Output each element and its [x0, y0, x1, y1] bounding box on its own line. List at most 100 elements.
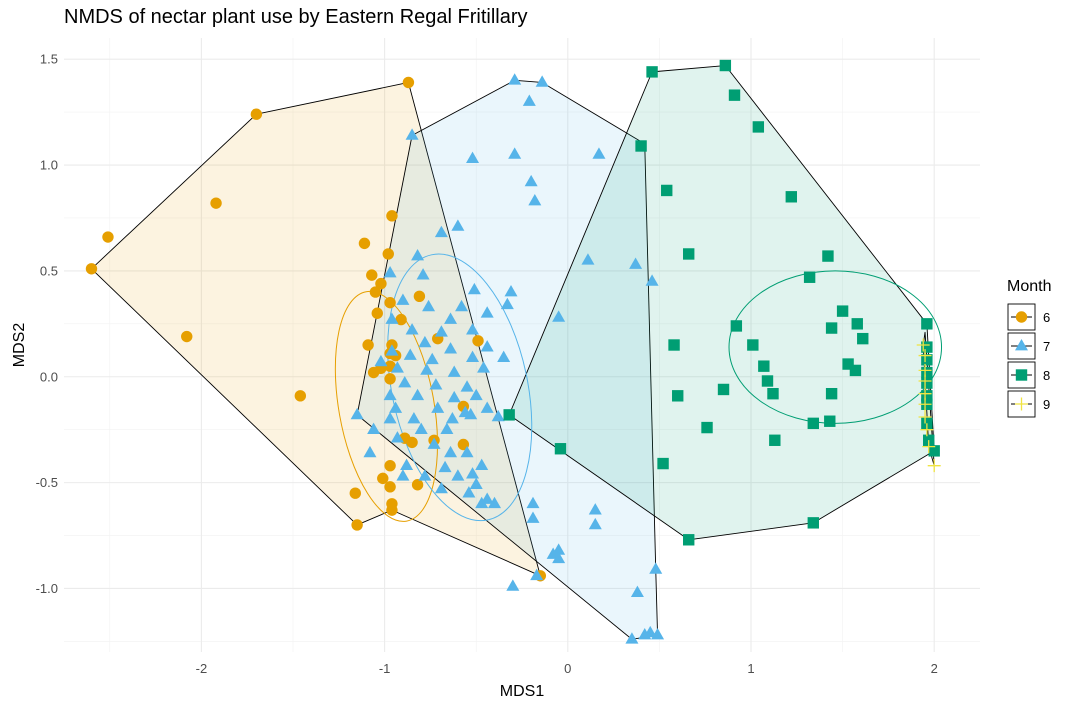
- point-month-7: [460, 380, 474, 392]
- point-month-7: [552, 310, 566, 322]
- x-tick-label: -1: [379, 661, 391, 676]
- point-month-7: [444, 342, 458, 354]
- point-month-6: [358, 237, 371, 250]
- point-month-6: [371, 307, 383, 319]
- point-month-7: [500, 297, 514, 310]
- point-month-7: [469, 477, 483, 490]
- x-tick-label: 0: [564, 661, 571, 676]
- point-month-7: [374, 354, 388, 367]
- point-month-9: [920, 423, 934, 437]
- point-month-8: [661, 184, 673, 197]
- point-month-6: [411, 479, 424, 491]
- point-month-7: [460, 445, 474, 458]
- point-month-7: [444, 312, 458, 324]
- point-month-6: [210, 197, 222, 209]
- point-month-7: [411, 388, 425, 401]
- point-month-7: [407, 412, 421, 424]
- series-month-9: [916, 338, 941, 473]
- point-month-8: [717, 383, 730, 396]
- x-tick-label: -2: [196, 661, 208, 676]
- chart-title: NMDS of nectar plant use by Eastern Rega…: [64, 6, 528, 28]
- point-month-7: [466, 151, 480, 164]
- point-month-7: [526, 511, 540, 523]
- point-month-7: [398, 376, 412, 388]
- x-axis-title: MDS1: [500, 683, 545, 700]
- point-month-6: [362, 339, 374, 351]
- point-month-6: [181, 330, 193, 343]
- point-month-8: [807, 417, 819, 430]
- point-month-7: [469, 388, 483, 401]
- x-tick-label: 2: [931, 661, 938, 676]
- point-month-7: [497, 350, 511, 363]
- point-month-6: [402, 76, 415, 89]
- legend-label: 7: [1043, 339, 1050, 354]
- point-month-7: [528, 193, 542, 206]
- point-month-6: [375, 277, 387, 290]
- point-month-7: [416, 268, 430, 280]
- point-month-7: [535, 75, 549, 87]
- point-month-8: [657, 457, 669, 470]
- point-month-7: [405, 323, 419, 335]
- point-month-7: [400, 458, 414, 471]
- point-month-7: [405, 128, 419, 140]
- point-month-7: [383, 388, 397, 401]
- ellipse-month-6: [334, 290, 439, 522]
- legend-key-circle-icon: [1015, 311, 1028, 323]
- legend-item-9: 9: [1007, 390, 1050, 418]
- legend-key-triangle-icon: [1015, 338, 1028, 351]
- point-month-7: [466, 467, 480, 479]
- series-month-6: [85, 76, 547, 582]
- legend-key-square-icon: [1015, 369, 1028, 381]
- point-month-8: [554, 443, 567, 455]
- point-month-8: [822, 250, 834, 262]
- point-month-7: [414, 422, 428, 435]
- legend-label: 9: [1043, 397, 1050, 412]
- point-month-8: [672, 390, 684, 402]
- point-month-7: [462, 486, 476, 498]
- point-month-7: [638, 628, 652, 640]
- point-month-8: [825, 387, 838, 400]
- point-month-8: [728, 89, 741, 101]
- point-month-8: [849, 364, 862, 377]
- y-axis-title: MDS2: [11, 323, 28, 368]
- legend-label: 8: [1043, 368, 1050, 383]
- point-month-7: [491, 409, 505, 422]
- point-month-7: [480, 340, 494, 352]
- point-month-8: [851, 318, 863, 330]
- point-month-7: [522, 94, 536, 106]
- point-month-8: [785, 191, 798, 203]
- point-month-7: [434, 481, 448, 494]
- point-month-7: [488, 496, 502, 509]
- series-month-7: [350, 73, 665, 644]
- point-month-6: [413, 290, 426, 303]
- point-month-8: [921, 390, 933, 402]
- point-month-9: [918, 349, 932, 363]
- point-month-7: [422, 299, 436, 312]
- point-month-8: [921, 377, 933, 389]
- point-month-7: [431, 401, 445, 413]
- point-month-6: [382, 248, 394, 260]
- point-month-8: [758, 360, 770, 372]
- point-month-8: [503, 409, 515, 421]
- point-month-7: [455, 299, 469, 312]
- point-month-7: [367, 422, 381, 435]
- point-month-7: [420, 363, 434, 375]
- point-month-7: [530, 568, 544, 581]
- point-month-7: [477, 361, 491, 373]
- y-axis-ticks: -1.0 -0.5 0.0 0.5 1.0 1.5: [36, 52, 58, 596]
- point-month-7: [383, 412, 397, 424]
- point-month-8: [921, 354, 933, 366]
- point-month-7: [506, 579, 520, 591]
- point-month-9: [918, 410, 932, 424]
- point-month-7: [588, 517, 602, 530]
- point-month-8: [824, 415, 836, 427]
- point-month-7: [390, 361, 404, 373]
- point-month-7: [434, 325, 448, 337]
- point-month-6: [377, 472, 389, 485]
- point-month-7: [389, 401, 403, 413]
- point-month-8: [921, 318, 933, 330]
- ellipse-month-7: [387, 253, 533, 522]
- point-month-8: [747, 339, 759, 351]
- point-month-8: [635, 140, 647, 152]
- legend-item-8: 8: [1007, 361, 1050, 389]
